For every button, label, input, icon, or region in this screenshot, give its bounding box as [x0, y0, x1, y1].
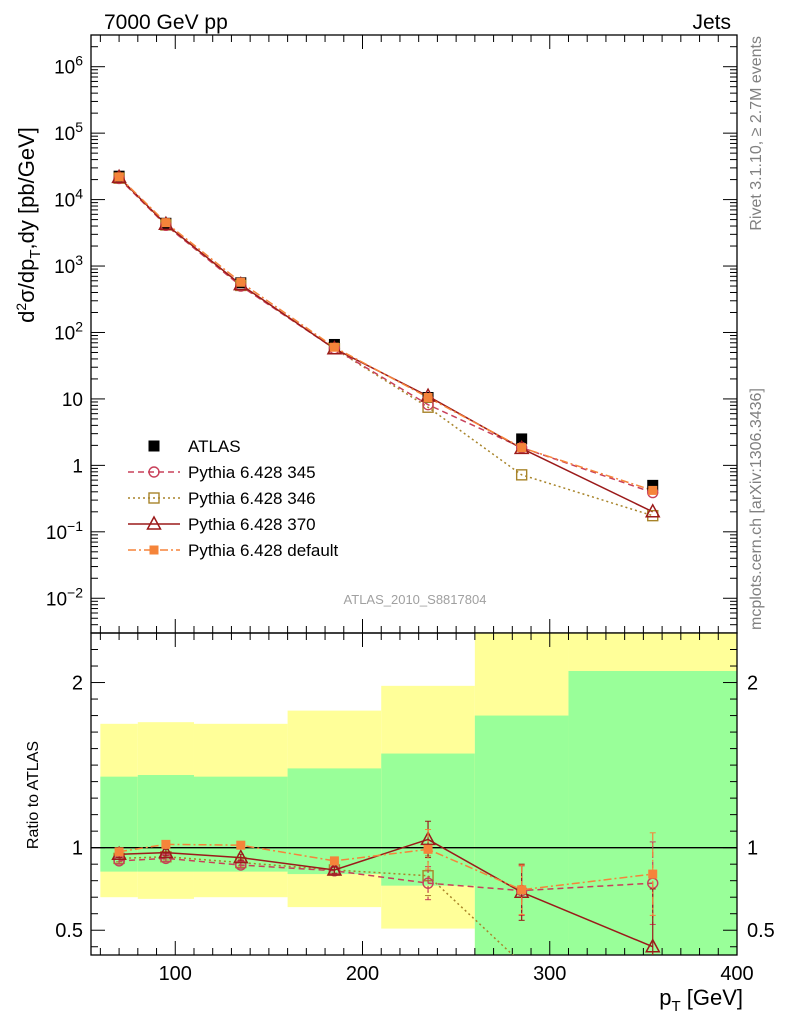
top-ytick-label-0: 106: [54, 53, 83, 79]
ratio-point-pdef-6: [648, 869, 658, 879]
ratio-point-pdef-0: [114, 847, 124, 857]
top-ytick-label-3: 103: [54, 252, 83, 278]
top-point-pdef-4: [423, 393, 433, 403]
ratio-frame: [90, 632, 738, 956]
legend-label-p370: Pythia 6.428 370: [188, 515, 316, 534]
legend-marker-p346: [148, 492, 160, 504]
xtick-label-1: 200: [346, 963, 379, 985]
top-line-p370: [118, 176, 654, 513]
ratio-point-p370-6: [644, 938, 661, 953]
ratio-ytick-label-left-2: 2: [72, 673, 83, 695]
legend-marker-p345: [148, 466, 160, 478]
top-point-p370-6: [644, 503, 661, 518]
ratio-point-p370-3: [326, 861, 343, 876]
top-ytick-label-8: 10−2: [46, 584, 83, 610]
atlas-point-6: [647, 479, 659, 491]
analysis-id-label: ATLAS_2010_S8817804: [344, 592, 487, 607]
legend-marker-atlas: [148, 440, 160, 452]
xtick-label-0: 100: [159, 963, 192, 985]
legend-label-atlas: ATLAS: [188, 437, 241, 456]
ratio-point-pdef-1: [161, 839, 171, 849]
legend-marker-pdef: [149, 545, 159, 555]
legend-label-p345: Pythia 6.428 345: [188, 463, 316, 482]
ratio-ytick-label-left-1: 1: [72, 838, 83, 860]
top-point-pdef-5: [517, 443, 527, 453]
top-ytick-label-1: 105: [54, 119, 83, 145]
top-point-pdef-0: [114, 172, 124, 182]
ratio-ytick-label-right-0: 0.5: [747, 920, 775, 942]
top-ytick-label-6: 1: [72, 456, 83, 477]
xtick-label-3: 400: [720, 963, 753, 985]
top-point-pdef-6: [648, 485, 658, 495]
top-ytick-label-5: 10: [62, 390, 83, 411]
xlabel: pT [GeV]: [659, 985, 743, 1015]
ratio-data: [111, 820, 661, 955]
ratio-point-pdef-2: [236, 840, 246, 850]
top-ytick-label-4: 102: [54, 318, 83, 344]
top-point-p346-5: [515, 469, 528, 481]
legend-label-pdef: Pythia 6.428 default: [188, 541, 339, 560]
ratio-point-pdef-5: [517, 885, 527, 895]
ratio-point-pdef-3: [329, 856, 339, 866]
ratio-ytick-label-left-0: 0.5: [55, 920, 83, 942]
top-ytick-label-2: 104: [54, 186, 83, 212]
ratio-point-p370-4: [420, 830, 436, 846]
xtick-label-2: 300: [533, 963, 566, 985]
ratio-point-p370-2: [233, 848, 249, 864]
ratio-ytick-label-right-1: 1: [747, 838, 758, 860]
legend-label-p346: Pythia 6.428 346: [188, 489, 316, 508]
header-left-label: 7000 GeV pp: [104, 11, 228, 34]
header-right-label: Jets: [692, 11, 731, 34]
top-point-pdef-3: [329, 342, 339, 352]
ratio-point-pdef-4: [423, 844, 433, 854]
ratio-point-p345-4: [422, 877, 434, 889]
ratio-point-p370-1: [158, 844, 174, 859]
top-ytick-label-7: 10−1: [46, 518, 83, 544]
mcplots-source-label: mcplots.cern.ch [arXiv:1306.3436]: [748, 388, 765, 630]
rivet-version-label: Rivet 3.1.10, ≥ 2.7M events: [748, 36, 765, 231]
top-point-p346-6: [647, 509, 659, 522]
atlas-point-5: [516, 433, 528, 445]
ratio-ylabel: Ratio to ATLAS: [25, 741, 42, 849]
top-point-pdef-2: [236, 277, 246, 287]
ratio-ytick-label-right-2: 2: [747, 673, 758, 695]
legend-marker-p370: [146, 515, 162, 530]
top-ylabel: d2σ/dpT,dy [pb/GeV]: [13, 127, 44, 323]
top-point-pdef-1: [161, 218, 171, 228]
ratio-bands: [100, 633, 737, 955]
